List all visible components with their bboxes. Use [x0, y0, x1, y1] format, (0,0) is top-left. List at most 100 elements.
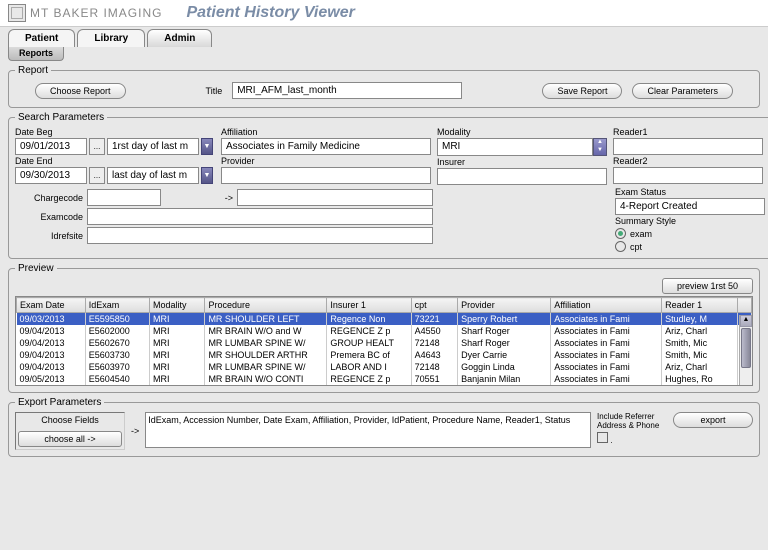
table-cell: 72148	[411, 361, 458, 373]
choose-fields-label: Choose Fields	[18, 415, 122, 425]
table-cell: 09/03/2013	[17, 313, 86, 326]
date-end-dropdown-icon[interactable]: ▼	[201, 167, 213, 184]
col-header[interactable]: Exam Date	[17, 298, 86, 313]
col-header[interactable]: Procedure	[205, 298, 327, 313]
examcode-input[interactable]	[87, 208, 433, 225]
date-beg-label: Date Beg	[15, 127, 215, 137]
table-row[interactable]: 09/04/2013E5603970MRIMR LUMBAR SPINE W/ …	[17, 361, 752, 373]
idrefsite-label: Idrefsite	[15, 231, 83, 241]
table-cell: E5602000	[85, 325, 149, 337]
table-cell: 73221	[411, 313, 458, 326]
table-cell: GROUP HEALT	[327, 337, 411, 349]
col-header[interactable]: Insurer 1	[327, 298, 411, 313]
export-fields-textarea[interactable]	[145, 412, 591, 448]
clear-parameters-button[interactable]: Clear Parameters	[632, 83, 733, 99]
provider-input[interactable]	[221, 167, 431, 184]
table-cell: Associates in Fami	[551, 337, 662, 349]
app-title: Patient History Viewer	[186, 4, 354, 22]
choose-report-button[interactable]: Choose Report	[35, 83, 126, 99]
table-cell: MR BRAIN W/O CONTI	[205, 373, 327, 385]
report-legend: Report	[15, 65, 51, 76]
app-header: MT BAKER IMAGING Patient History Viewer	[0, 0, 768, 27]
choose-all-button[interactable]: choose all ->	[18, 431, 122, 447]
col-header[interactable]: cpt	[411, 298, 458, 313]
affiliation-input[interactable]	[221, 138, 431, 155]
chargecode-input-2[interactable]	[237, 189, 433, 206]
table-cell: Associates in Fami	[551, 313, 662, 326]
scroll-thumb[interactable]	[741, 328, 751, 368]
table-cell: MRI	[150, 337, 205, 349]
col-header[interactable]: Affiliation	[551, 298, 662, 313]
tab-admin[interactable]: Admin	[147, 29, 212, 47]
tab-library[interactable]: Library	[77, 29, 145, 47]
col-header[interactable]: Reader 1	[662, 298, 737, 313]
table-cell: Hughes, Ro	[662, 373, 737, 385]
col-header[interactable]: IdExam	[85, 298, 149, 313]
table-cell: MR SHOULDER LEFT	[205, 313, 327, 326]
table-cell: MR BRAIN W/O and W	[205, 325, 327, 337]
idrefsite-input[interactable]	[87, 227, 433, 244]
tab-patient[interactable]: Patient	[8, 29, 75, 47]
search-params-fieldset: Search Parameters Date Beg ... ▼ Date En…	[8, 112, 768, 259]
insurer-input[interactable]	[437, 168, 607, 185]
summary-cpt-label: cpt	[630, 242, 642, 252]
examcode-label: Examcode	[15, 212, 83, 222]
table-cell: 09/04/2013	[17, 337, 86, 349]
table-cell: 72148	[411, 337, 458, 349]
reader2-input[interactable]	[613, 167, 763, 184]
table-cell: E5603970	[85, 361, 149, 373]
table-cell: MRI	[150, 325, 205, 337]
table-cell: MRI	[150, 349, 205, 361]
chargecode-input-1[interactable]	[87, 189, 161, 206]
title-label: Title	[206, 86, 223, 96]
table-cell: Associates in Fami	[551, 373, 662, 385]
date-beg-preset[interactable]	[107, 138, 199, 155]
preview-first-50-button[interactable]: preview 1rst 50	[662, 278, 753, 294]
scroll-up-icon[interactable]: ▲	[740, 315, 752, 327]
date-beg-input[interactable]	[15, 138, 87, 155]
summary-cpt-radio[interactable]	[615, 241, 626, 252]
summary-exam-radio[interactable]	[615, 228, 626, 239]
table-row[interactable]: 09/04/2013E5602000MRIMR BRAIN W/O and WR…	[17, 325, 752, 337]
export-button[interactable]: export	[673, 412, 753, 428]
include-referrer-label: Include Referrer Address & Phone	[597, 412, 659, 430]
table-cell: Smith, Mic	[662, 337, 737, 349]
table-cell: Ariz, Charl	[662, 325, 737, 337]
affiliation-label: Affiliation	[221, 127, 431, 137]
modality-select-arrows-icon[interactable]: ▲▼	[593, 138, 607, 156]
table-row[interactable]: 09/03/2013E5595850MRIMR SHOULDER LEFTReg…	[17, 313, 752, 326]
brand-logo: MT BAKER IMAGING	[8, 4, 162, 22]
table-cell: LABOR AND I	[327, 361, 411, 373]
preview-table: Exam DateIdExamModalityProcedureInsurer …	[16, 297, 752, 385]
table-cell: Goggin Linda	[458, 361, 551, 373]
date-end-preset[interactable]	[107, 167, 199, 184]
col-header[interactable]: Modality	[150, 298, 205, 313]
col-header[interactable]: Provider	[458, 298, 551, 313]
search-params-legend: Search Parameters	[15, 112, 107, 123]
exam-status-input[interactable]	[615, 198, 765, 215]
table-cell: E5595850	[85, 313, 149, 326]
table-cell: Sperry Robert	[458, 313, 551, 326]
reader1-label: Reader1	[613, 127, 763, 137]
table-cell: 09/05/2013	[17, 373, 86, 385]
modality-select[interactable]: MRI	[437, 138, 593, 156]
date-beg-dropdown-icon[interactable]: ▼	[201, 138, 213, 155]
summary-style-label: Summary Style	[615, 216, 765, 226]
date-beg-picker-button[interactable]: ...	[89, 138, 105, 155]
reader1-input[interactable]	[613, 138, 763, 155]
table-row[interactable]: 09/05/2013E5604540MRIMR BRAIN W/O CONTIR…	[17, 373, 752, 385]
save-report-button[interactable]: Save Report	[542, 83, 622, 99]
date-end-input[interactable]	[15, 167, 87, 184]
table-cell: Studley, M	[662, 313, 737, 326]
table-cell: Associates in Fami	[551, 325, 662, 337]
table-cell: MRI	[150, 361, 205, 373]
subtab-reports[interactable]: Reports	[8, 46, 64, 61]
report-title-input[interactable]	[232, 82, 462, 99]
table-row[interactable]: 09/04/2013E5603730MRIMR SHOULDER ARTHRPr…	[17, 349, 752, 361]
table-row[interactable]: 09/04/2013E5602670MRIMR LUMBAR SPINE W/G…	[17, 337, 752, 349]
table-cell: Ariz, Charl	[662, 361, 737, 373]
table-scrollbar[interactable]: ▲	[739, 315, 752, 385]
date-end-picker-button[interactable]: ...	[89, 167, 105, 184]
include-referrer-checkbox[interactable]	[597, 432, 608, 443]
export-arrow: ->	[131, 426, 139, 436]
